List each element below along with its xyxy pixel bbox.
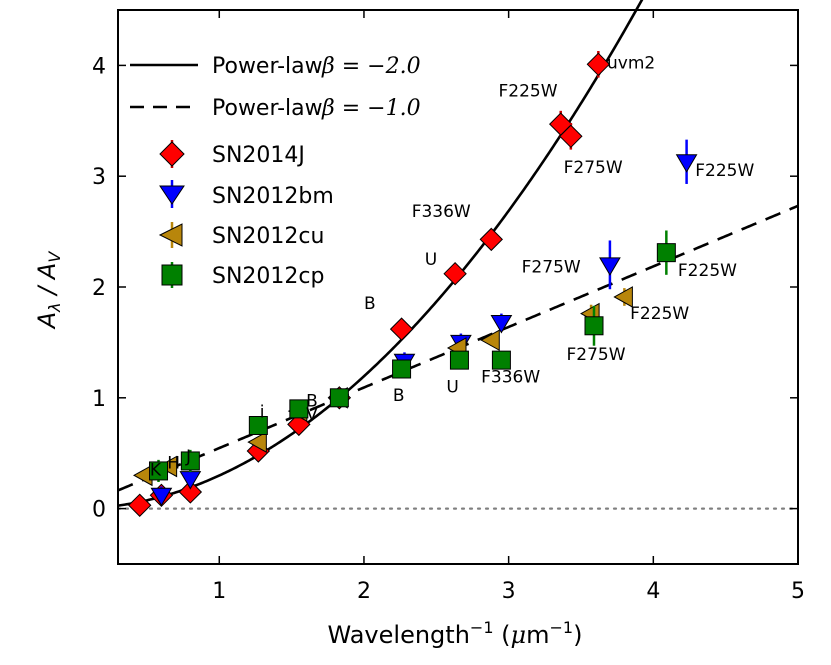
band-label: B (306, 392, 318, 412)
band-label: F225W (678, 261, 737, 281)
data-point (613, 286, 633, 308)
legend-item-sn2012cp: SN2012cp (161, 262, 324, 289)
legend-beta-label: β = −2.0 (321, 54, 421, 79)
legend: Power-law β = −2.0 Power-law β = −1.0 SN… (130, 54, 421, 289)
plot-frame (117, 9, 799, 565)
data-point (180, 451, 200, 471)
data-point (329, 388, 349, 408)
legend-item-sn2012bm: SN2012bm (159, 180, 334, 209)
band-label: F225W (499, 81, 558, 101)
y-tick-label: 1 (92, 387, 106, 412)
y-tick-label: 3 (92, 165, 106, 190)
data-point (599, 257, 621, 276)
x-tick-label: 5 (791, 579, 805, 604)
x-tick-label: 4 (646, 579, 660, 604)
data-point (150, 487, 173, 507)
legend-item-powerlaw-beta-2: Power-law β = −2.0 (130, 54, 421, 79)
data-point (480, 329, 500, 352)
legend-label: SN2012cu (212, 224, 324, 249)
diamond-marker-icon (159, 141, 185, 167)
y-tick-label: 0 (92, 498, 106, 523)
legend-item-sn2014j: SN2014J (159, 140, 305, 168)
x-tick-label: 1 (212, 579, 226, 604)
band-label: F225W (695, 161, 754, 181)
band-label: F275W (522, 258, 581, 278)
legend-item-powerlaw-beta-1: Power-law β = −1.0 (130, 96, 421, 121)
data-point (392, 359, 412, 379)
data-point (248, 416, 268, 435)
x-tick-label: 3 (502, 579, 516, 604)
band-label: B (393, 386, 405, 406)
band-label: J (185, 447, 191, 467)
data-point (389, 317, 414, 341)
band-label: uvm2 (607, 54, 655, 74)
triangle-left-marker-icon (158, 223, 183, 247)
band-label: B (364, 294, 376, 314)
y-tick-label: 4 (92, 54, 106, 79)
x-axis-label: Wavelength−1 (μm−1) (328, 618, 583, 649)
data-point (559, 124, 583, 149)
band-label: F275W (567, 345, 626, 365)
data-layer (127, 50, 698, 517)
x-tick-label: 2 (357, 579, 371, 604)
data-point (675, 154, 698, 173)
data-point (586, 52, 611, 76)
band-label: F225W (630, 304, 689, 324)
data-point (178, 480, 203, 504)
data-point (584, 316, 604, 336)
data-point (479, 227, 503, 252)
legend-label: SN2012cp (212, 264, 324, 289)
y-tick-label: 2 (92, 276, 106, 301)
data-point (656, 243, 676, 263)
legend-label: Power-law (212, 96, 323, 121)
triangle-down-marker-icon (159, 185, 185, 205)
data-point (449, 350, 469, 370)
annotation-layer: uvm2 F225W F275W F336W U B F225W F275W F225W F225… (150, 54, 755, 481)
data-point (443, 261, 467, 286)
band-label: F336W (481, 367, 540, 387)
axis-layer: 1 2 3 4 5 0 1 2 3 4 (92, 10, 805, 604)
legend-item-sn2012cu: SN2012cu (158, 222, 324, 249)
series-sn2012cu (133, 286, 633, 487)
band-label: K (150, 460, 162, 480)
legend-label: SN2012bm (212, 184, 334, 209)
data-point (490, 314, 513, 334)
band-label: F275W (564, 158, 623, 178)
square-marker-icon (161, 264, 183, 286)
series-sn2012cp (149, 230, 676, 483)
band-label: U (425, 250, 437, 270)
legend-label: SN2014J (212, 143, 305, 168)
y-axis-label: Aλ / AV (33, 251, 64, 331)
data-point (247, 431, 267, 453)
band-label: i (260, 403, 265, 423)
data-point (289, 399, 309, 419)
band-label: H (167, 454, 180, 474)
band-label: V (306, 405, 318, 425)
band-label: U (446, 377, 458, 397)
legend-label: Power-law (212, 54, 323, 79)
legend-beta-label: β = −1.0 (321, 96, 421, 121)
data-point (491, 350, 511, 370)
data-point (127, 493, 152, 517)
data-point (149, 461, 169, 481)
band-label: F336W (412, 202, 471, 222)
